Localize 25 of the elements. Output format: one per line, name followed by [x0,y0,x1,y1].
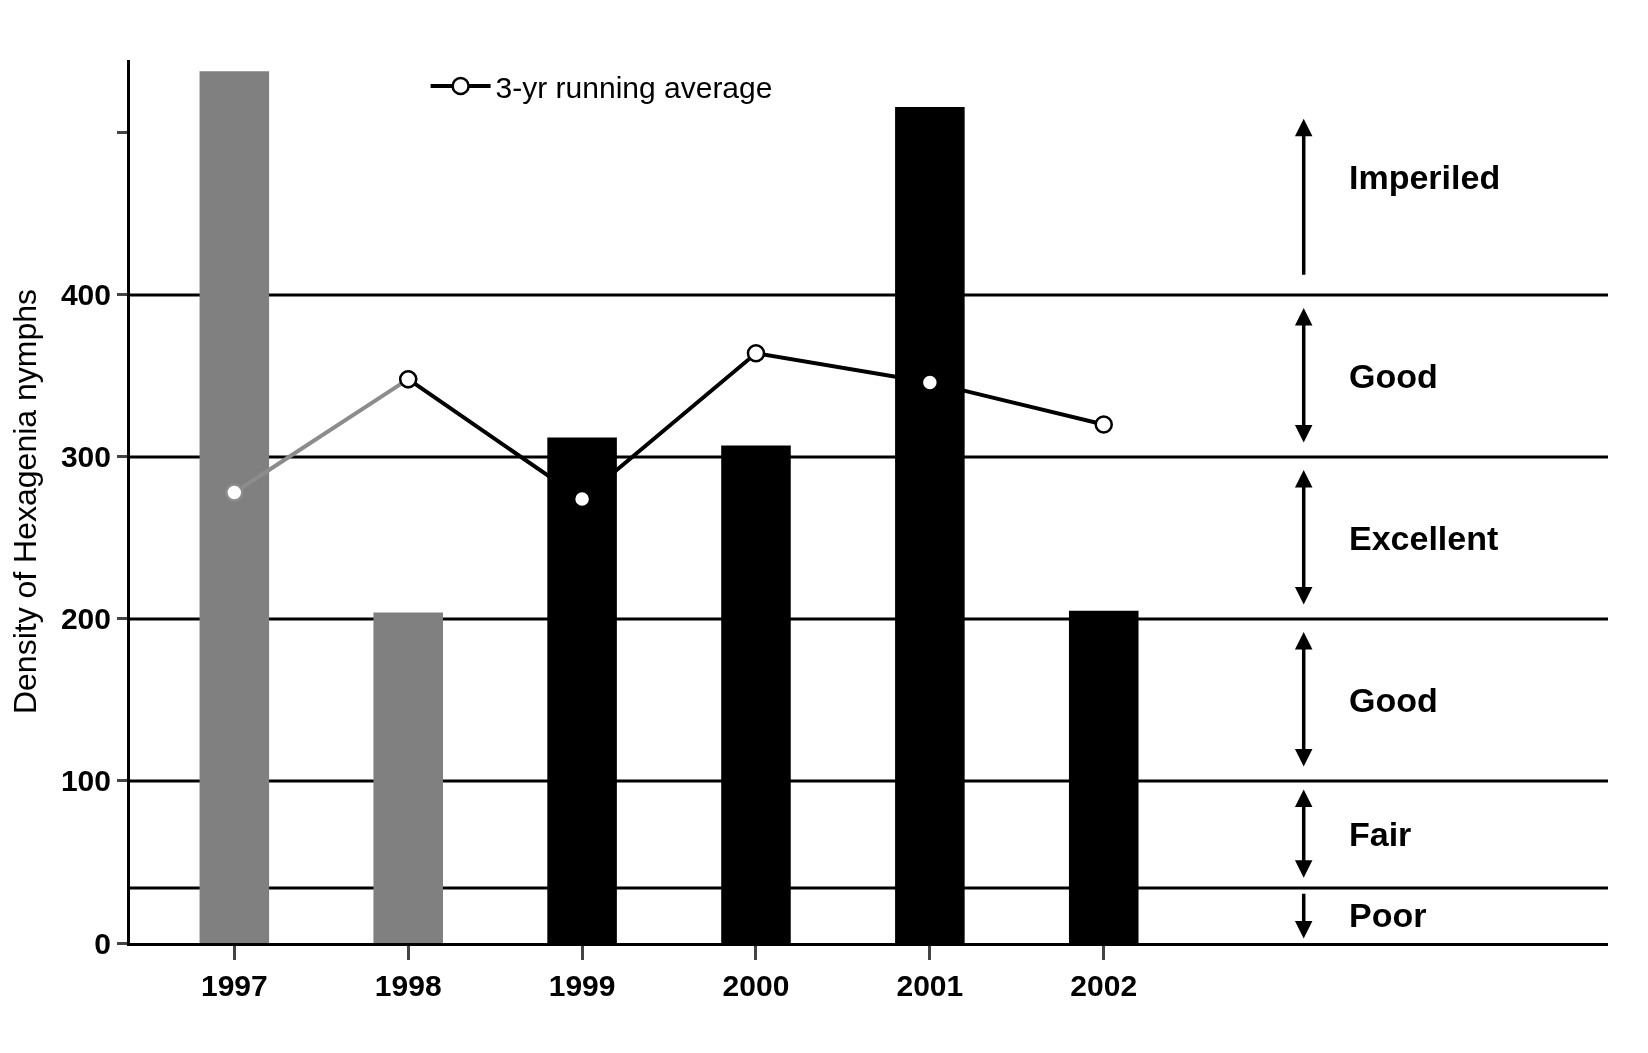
x-tick-label: 1997 [200,969,268,1002]
point [225,483,244,502]
annotation: Good [1349,681,1438,719]
point [572,489,592,509]
annotation: Poor [1349,896,1427,934]
annotation: Good [1349,357,1438,395]
y-tick-label: 300 [60,440,111,474]
x-tick-label: 2002 [1070,969,1138,1002]
point [746,344,766,363]
y-tick-label: 0 [94,926,111,960]
y-tick-label: 200 [60,602,111,636]
x-tick-label: 2001 [896,969,964,1002]
legend-label: 3-yr running average [495,70,773,104]
y-tick-label: 100 [60,764,111,798]
y-tick-label: 400 [60,278,111,312]
x-tick-label: 1998 [374,969,442,1002]
annotation: Excellent [1349,519,1499,557]
annotation: Imperiled [1349,158,1501,196]
point [1094,415,1113,434]
y-axis-title: Density of Hexagenia nymphs [7,288,44,715]
bar [373,612,443,943]
annotation: Fair [1349,815,1412,853]
x-tick-label: 2000 [722,969,790,1002]
point [920,373,940,392]
x-tick-label: 1999 [548,969,616,1002]
